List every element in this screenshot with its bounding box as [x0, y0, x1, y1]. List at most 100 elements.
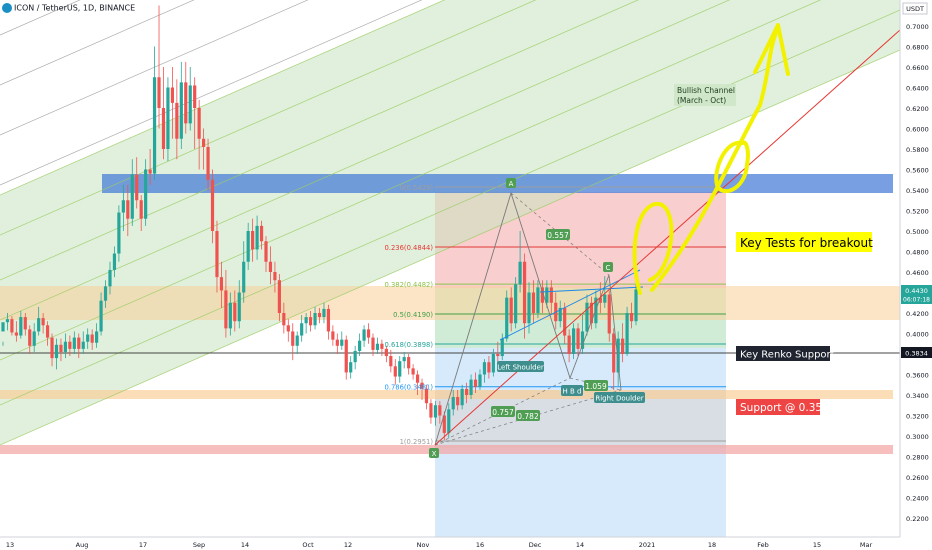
candle-body [139, 200, 143, 219]
candle-body [505, 297, 509, 339]
candle-body [286, 325, 290, 332]
candle-body [255, 225, 259, 250]
candle-body [273, 272, 277, 281]
candle-body [335, 339, 339, 346]
ratio-0782: 0.782 [516, 410, 540, 421]
candle-body [10, 319, 14, 333]
price-axis[interactable]: 0.7000 0.6800 0.6600 0.6400 0.6200 0.6000 0.58… [899, 0, 932, 537]
candle-body [313, 313, 317, 326]
x-tick-label: 18 [708, 541, 716, 549]
candle-body [469, 379, 473, 395]
candle-body [487, 362, 491, 373]
svg-text:1.059: 1.059 [585, 382, 607, 391]
candle-body [251, 231, 255, 250]
candle-body [621, 338, 625, 354]
y-tick-label: 0.6000 [906, 126, 929, 134]
y-tick-label: 0.5200 [906, 208, 929, 216]
x-tick-label: Sep [193, 541, 205, 549]
x-tick-label: 12 [344, 541, 352, 549]
x-tick-label: Mar [860, 541, 873, 549]
candle-body [59, 344, 63, 352]
current-price-tag: 0.4430 06:07:18 [901, 285, 932, 304]
candle-body [237, 292, 241, 322]
candle-body [277, 280, 281, 313]
candle-body [130, 174, 134, 219]
icx-coin-icon [2, 3, 12, 13]
candle-body [103, 286, 108, 301]
candle-body [563, 307, 567, 336]
candle-body [326, 308, 331, 332]
candle-body [607, 294, 611, 334]
candle-body [491, 354, 495, 373]
svg-text:Left Shoulder: Left Shoulder [497, 364, 544, 372]
candlestick-series [1, 5, 638, 441]
fib-level-labels: 0(0.5429) 0.236(0.4844) 0.382(0.4482) 0.5(0… [384, 184, 433, 446]
candle-body [460, 388, 464, 406]
fib-label: 0(0.5429) [400, 184, 434, 192]
candle-body [201, 138, 206, 147]
candle-body [358, 340, 362, 351]
bullish-channel-band [0, 0, 900, 445]
svg-text:A: A [509, 180, 514, 188]
red-band-bottom [0, 445, 893, 454]
candle-body [184, 82, 188, 124]
candle-body [206, 146, 210, 180]
x-tick-label: 16 [476, 541, 484, 549]
svg-text:0.757: 0.757 [492, 408, 514, 417]
candle-body [540, 287, 544, 303]
candle-body [14, 332, 18, 336]
svg-text:Key Renko Support: Key Renko Support [740, 350, 835, 361]
fib-label: 0.5(0.4190) [393, 311, 433, 319]
x-tick-label: Dec [529, 541, 542, 549]
candle-body [108, 269, 112, 287]
candle-body [188, 85, 192, 124]
channel-lines [0, 0, 423, 186]
x-tick-label: Nov [417, 541, 430, 549]
svg-text:Bullish Channel: Bullish Channel [677, 86, 735, 95]
candle-body [527, 292, 531, 324]
candle-body [415, 374, 420, 383]
time-axis[interactable]: 13 Aug 17 Sep 14 Oct 12 Nov 16 Dec 14 2021 18 Feb 15 Ma… [0, 536, 932, 550]
point-a-label: A [506, 178, 516, 188]
ratio-0557: 0.557 [546, 229, 570, 240]
candle-body [349, 362, 353, 373]
candle-body [384, 348, 388, 357]
candle-body [291, 331, 295, 346]
candle-body [144, 169, 148, 219]
candle-body [585, 302, 589, 332]
candle-body [589, 302, 594, 324]
candle-body [424, 388, 429, 404]
chart-header: ICON / TetherUS, 1D, BINANCE [2, 3, 135, 13]
candle-body [518, 261, 522, 285]
candle-body [625, 313, 629, 354]
pattern-labels: X A C 0.557 0.757 0.782 1.059 Left Shoul… [429, 178, 645, 458]
candle-body [68, 341, 72, 349]
candle-body [117, 212, 121, 254]
candle-body [482, 362, 487, 375]
candle-body [86, 334, 90, 342]
currency-box: USDT [902, 2, 928, 15]
candle-body [37, 318, 41, 332]
svg-text:0.4430: 0.4430 [905, 287, 928, 295]
svg-text:0.3834: 0.3834 [905, 350, 928, 358]
candle-body [531, 292, 536, 313]
svg-text:USDT: USDT [906, 5, 924, 13]
y-tick-label: 0.6400 [906, 85, 929, 93]
x-tick-label: Feb [757, 541, 769, 549]
point-x-label: X [429, 448, 439, 458]
x-tick-label: 14 [241, 541, 249, 549]
x-tick-label: 2021 [639, 541, 656, 549]
candle-body [514, 284, 518, 324]
key-tests-label: Key Tests for breakout [736, 232, 873, 252]
candle-body [28, 329, 32, 346]
candle-body [344, 339, 348, 373]
candle-body [580, 331, 585, 349]
y-tick-label: 0.6600 [906, 64, 929, 72]
y-tick-label: 0.5400 [906, 187, 929, 195]
y-tick-label: 0.4000 [906, 331, 929, 339]
candle-body [331, 331, 335, 340]
support-label: Support @ 0.35~ [736, 399, 831, 415]
candle-body [629, 313, 634, 322]
candle-body [193, 85, 197, 108]
